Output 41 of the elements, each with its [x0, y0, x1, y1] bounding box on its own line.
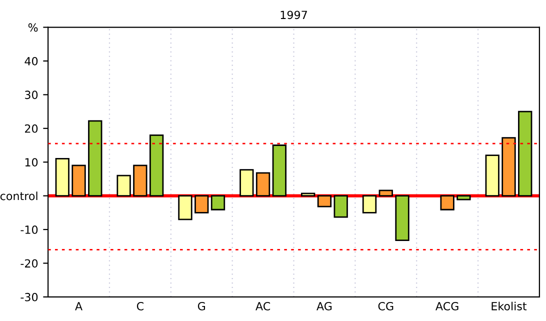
bar: [485, 154, 500, 197]
x-tick-label: C: [136, 302, 144, 310]
y-tick-label: -30: [20, 292, 38, 302]
bar: [149, 134, 164, 197]
bar: [256, 172, 270, 197]
bar: [334, 195, 348, 218]
y-tick-label: 40: [24, 56, 38, 66]
bar: [456, 195, 471, 200]
bar: [502, 137, 516, 197]
x-tick-label: A: [75, 302, 82, 310]
chart-title: 1997: [280, 10, 307, 20]
y-tick-label: 10: [25, 158, 38, 166]
y-tick-label: 20: [25, 124, 38, 133]
bar: [300, 192, 316, 197]
bar: [178, 195, 192, 220]
bar: [440, 195, 454, 210]
y-tick-label: control: [0, 192, 38, 200]
x-tick-label: G: [198, 302, 206, 310]
y-tick-label: 30: [25, 90, 38, 100]
bar: [395, 195, 410, 241]
x-tick-label: AG: [316, 302, 332, 310]
bar: [55, 158, 70, 197]
bar: [272, 144, 286, 197]
y-tick-label: -20: [20, 259, 38, 268]
bar: [518, 110, 532, 197]
y-tick-label: %: [28, 23, 38, 32]
bar: [194, 195, 209, 214]
x-tick-label: CG: [378, 302, 394, 310]
bar: [116, 174, 131, 197]
bar: [240, 169, 254, 197]
bar: [378, 190, 393, 197]
x-tick-label: AC: [256, 302, 270, 310]
bar: [88, 120, 102, 197]
bar: [210, 195, 226, 210]
x-tick-label: Ekolist: [492, 302, 527, 310]
bar: [317, 195, 332, 208]
bar: [133, 164, 148, 197]
y-tick-label: -10: [20, 225, 38, 234]
x-tick-label: ACG: [436, 302, 458, 310]
bar: [362, 195, 377, 214]
bar: [72, 164, 86, 197]
